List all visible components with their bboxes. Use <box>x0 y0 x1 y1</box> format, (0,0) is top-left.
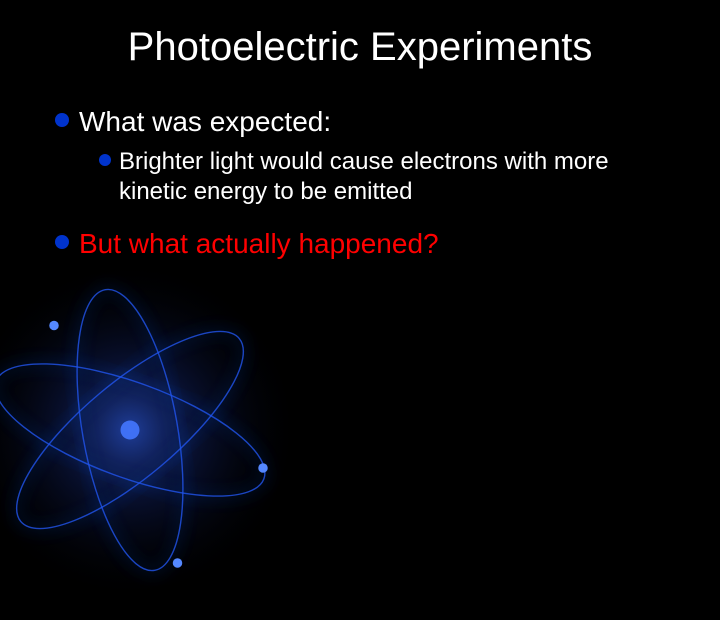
bullet-text-highlight: But what actually happened? <box>79 227 439 261</box>
bullet-text: What was expected: <box>79 105 331 139</box>
sub-bullet-item: Brighter light would cause electrons wit… <box>99 147 670 207</box>
sub-bullet-text: Brighter light would cause electrons wit… <box>119 147 670 207</box>
bullet-icon <box>99 154 111 166</box>
sub-bullet-container: Brighter light would cause electrons wit… <box>99 147 670 207</box>
bullet-icon <box>55 235 69 249</box>
bullet-item: But what actually happened? <box>55 227 670 261</box>
bullet-icon <box>55 113 69 127</box>
bullet-item: What was expected: <box>55 105 670 139</box>
slide-container: Photoelectric Experiments What was expec… <box>0 0 720 540</box>
slide-content: What was expected: Brighter light would … <box>50 105 670 260</box>
slide-title: Photoelectric Experiments <box>50 25 670 70</box>
